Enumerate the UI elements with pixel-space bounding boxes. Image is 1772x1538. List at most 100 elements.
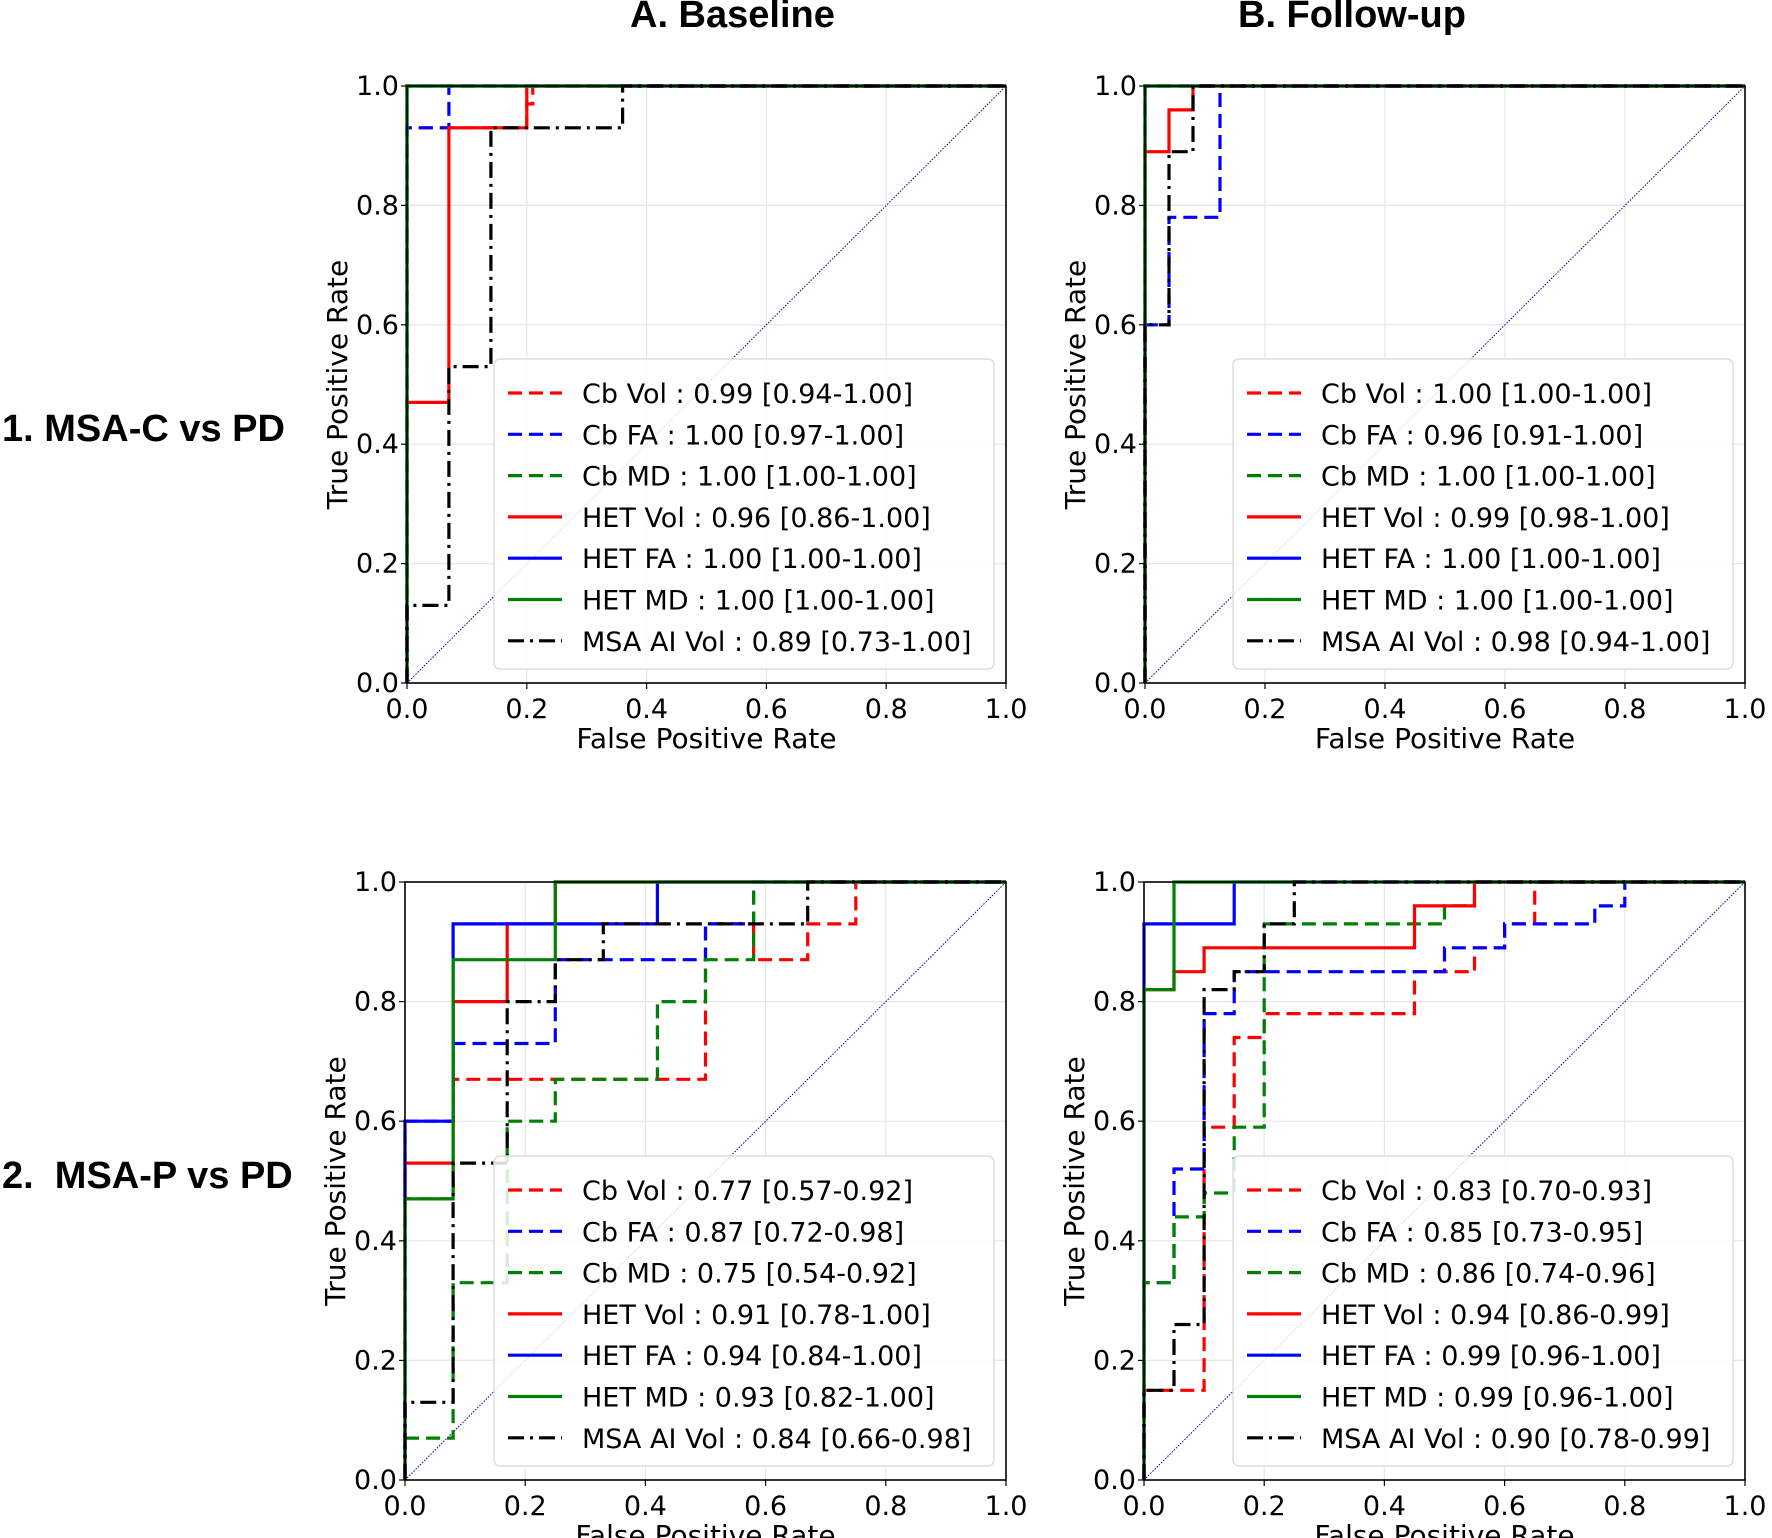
y-tick-label: 0.2 [1094,549,1137,580]
y-tick-label: 1.0 [1094,71,1137,102]
y-axis-label: True Positive Rate [1059,260,1092,510]
y-tick-label: 0.8 [354,987,397,1018]
y-tick-label: 0.4 [1093,1226,1136,1257]
x-tick-label: 0.0 [1124,694,1167,725]
row-label-msa-p: 2. MSA-P vs PD [2,1155,293,1197]
y-tick-label: 0.6 [356,310,399,341]
roc-panel-2: 0.0 0.2 0.4 0.6 0.8 1.0 0.0 0.2 0.4 0.6 0.8 1.0 Fals… [1059,71,1766,755]
y-tick-label: 0.6 [1094,310,1137,341]
x-tick-label: 0.2 [1243,1491,1286,1522]
y-tick-label: 0.4 [1094,429,1137,460]
x-tick-label: 0.0 [1123,1491,1166,1522]
y-tick-label: 0.2 [354,1345,397,1376]
legend-entry: HET Vol : 0.99 [0.98-1.00] [1321,503,1670,534]
y-tick-label: 0.2 [356,549,399,580]
legend-box [493,1155,995,1467]
roc-curve-7 [1142,880,1745,1480]
y-tick-label: 1.0 [354,867,397,898]
legend-box [1232,358,1734,670]
y-tick-label: 0.0 [354,1465,397,1496]
x-tick-label: 0.4 [1363,1491,1406,1522]
x-tick-label: 0.6 [745,694,788,725]
legend: Cb Vol : 1.00 [1.00-1.00] Cb FA : 0.96 [0… [1232,358,1734,670]
y-tick-label: 0.0 [1093,1465,1136,1496]
y-tick-label: 0.0 [1094,668,1137,699]
legend-entry: HET FA : 0.94 [0.84-1.00] [582,1341,922,1372]
x-tick-label: 1.0 [985,694,1028,725]
y-tick-label: 0.8 [1094,190,1137,221]
y-tick-label: 0.0 [356,668,399,699]
legend-entry: Cb FA : 1.00 [0.97-1.00] [582,420,904,451]
x-tick-label: 0.6 [744,1491,787,1522]
roc-curve-7 [403,880,1006,1480]
legend-entry: HET Vol : 0.96 [0.86-1.00] [582,503,931,534]
y-tick-label: 1.0 [356,71,399,102]
roc-curve-7 [405,84,1006,683]
y-tick-label: 0.2 [1093,1345,1136,1376]
legend-entry: Cb FA : 0.96 [0.91-1.00] [1321,420,1643,451]
legend-entry: Cb MD : 1.00 [1.00-1.00] [582,462,917,493]
roc-curve-2 [1142,880,1745,1480]
y-axis-label: True Positive Rate [1058,1056,1091,1306]
legend-entry: Cb Vol : 1.00 [1.00-1.00] [1321,379,1652,410]
legend-entry: Cb MD : 1.00 [1.00-1.00] [1321,462,1656,493]
column-title-baseline: A. Baseline [630,0,835,36]
legend-box [493,358,995,670]
x-tick-label: 0.8 [1603,1491,1646,1522]
x-tick-label: 0.2 [505,694,548,725]
x-axis-label: False Positive Rate [575,1519,835,1538]
x-tick-label: 1.0 [1724,694,1767,725]
x-tick-label: 0.4 [624,1491,667,1522]
legend-entry: HET FA : 1.00 [1.00-1.00] [1321,544,1661,575]
legend-entry: Cb Vol : 0.83 [0.70-0.93] [1321,1176,1652,1207]
legend-entry: HET FA : 1.00 [1.00-1.00] [582,544,922,575]
x-tick-label: 0.0 [386,694,429,725]
legend-entry: MSA AI Vol : 0.90 [0.78-0.99] [1321,1424,1710,1455]
x-axis-label: False Positive Rate [1314,1519,1574,1538]
y-tick-label: 1.0 [1093,867,1136,898]
axes-frame [404,881,1007,1481]
legend-entry: Cb MD : 0.86 [0.74-0.96] [1321,1259,1656,1290]
legend-entry: HET Vol : 0.94 [0.86-0.99] [1321,1300,1670,1331]
legend-entry: Cb Vol : 0.99 [0.94-1.00] [582,379,913,410]
x-axis-label: False Positive Rate [576,722,836,755]
legend-entry: Cb FA : 0.87 [0.72-0.98] [582,1217,904,1248]
legend: Cb Vol : 0.99 [0.94-1.00] Cb FA : 1.00 [0… [493,358,995,670]
roc-panel-1: 0.0 0.2 0.4 0.6 0.8 1.0 0.0 0.2 0.4 0.6 0.8 1.0 Fals… [321,71,1027,755]
legend-entry: Cb FA : 0.85 [0.73-0.95] [1321,1217,1643,1248]
axes-frame [406,85,1007,684]
x-tick-label: 1.0 [985,1491,1028,1522]
y-axis-label: True Positive Rate [319,1056,352,1306]
x-tick-label: 0.4 [625,694,668,725]
legend-entry: HET MD : 0.93 [0.82-1.00] [582,1383,935,1414]
legend-entry: MSA AI Vol : 0.89 [0.73-1.00] [582,627,971,658]
legend: Cb Vol : 0.83 [0.70-0.93] Cb FA : 0.85 [0… [1232,1155,1734,1467]
legend-entry: HET Vol : 0.91 [0.78-1.00] [582,1300,931,1331]
roc-curve-3 [403,880,1006,1480]
y-tick-label: 0.4 [354,1226,397,1257]
axes-frame [1144,85,1746,684]
column-title-followup: B. Follow-up [1238,0,1466,36]
legend-entry: Cb MD : 0.75 [0.54-0.92] [582,1259,917,1290]
y-tick-label: 0.8 [1093,987,1136,1018]
y-tick-label: 0.8 [356,190,399,221]
x-tick-label: 0.8 [864,1491,907,1522]
legend-entry: Cb Vol : 0.77 [0.57-0.92] [582,1176,913,1207]
x-tick-label: 0.2 [1244,694,1287,725]
y-axis-label: True Positive Rate [321,260,354,510]
roc-panel-3: 0.0 0.2 0.4 0.6 0.8 1.0 0.0 0.2 0.4 0.6 0.8 1.0 Fals… [319,867,1027,1538]
legend-box [1232,1155,1734,1467]
legend-entry: HET MD : 1.00 [1.00-1.00] [582,586,935,617]
y-tick-label: 0.6 [1093,1106,1136,1137]
row-label-msa-c: 1. MSA-C vs PD [2,408,285,450]
y-tick-label: 0.4 [356,429,399,460]
axes-frame [1143,881,1746,1481]
legend-entry: MSA AI Vol : 0.98 [0.94-1.00] [1321,627,1710,658]
x-tick-label: 0.2 [504,1491,547,1522]
x-tick-label: 1.0 [1724,1491,1767,1522]
roc-panel-4: 0.0 0.2 0.4 0.6 0.8 1.0 0.0 0.2 0.4 0.6 0.8 1.0 Fals… [1058,867,1766,1538]
x-tick-label: 0.0 [384,1491,427,1522]
x-tick-label: 0.4 [1364,694,1407,725]
x-tick-label: 0.8 [1604,694,1647,725]
